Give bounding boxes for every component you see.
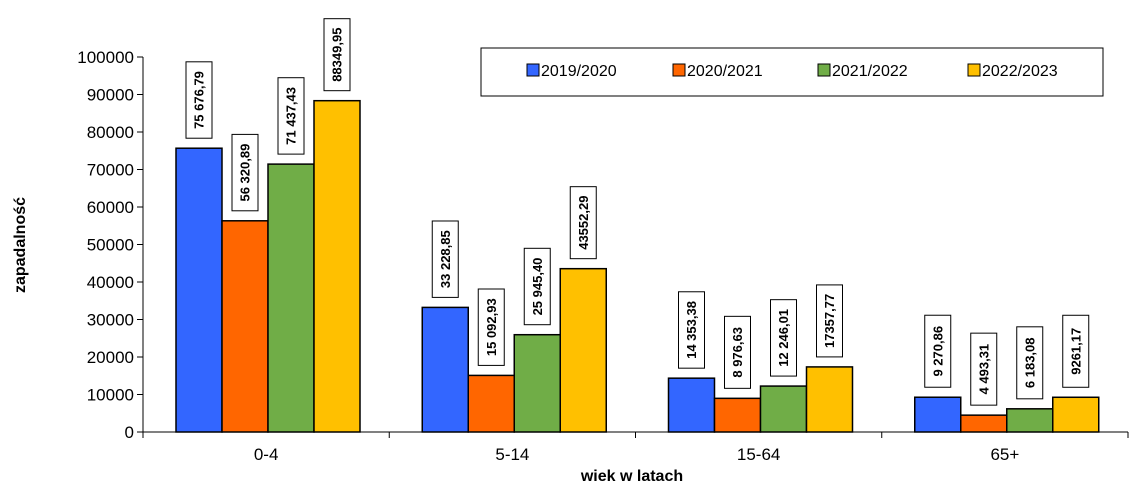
data-label: 9 270,86 [930,326,945,377]
data-label: 12 246,01 [776,309,791,367]
y-tick-label: 0 [125,423,134,442]
data-label: 8 976,63 [730,327,745,378]
legend-swatch [817,63,831,77]
data-label-box [924,314,952,388]
data-label-box [231,133,259,212]
legend-label: 2019/2020 [541,63,617,80]
x-tick-label: 5-14 [495,445,529,464]
data-label-box [523,247,551,326]
bars [175,99,1100,433]
legend-box [480,47,1104,97]
x-tick-label: 15-64 [737,445,780,464]
data-label: 88349,95 [330,28,345,82]
data-label-box [323,18,351,92]
data-label-box [724,315,751,389]
bar [513,333,561,433]
y-axis: 0 10000 20000 30000 40000 50000 60000 70000 8000… [77,48,144,442]
bar [914,396,962,433]
data-label-box [816,284,843,358]
data-label-box [185,61,213,139]
bar [960,414,1008,433]
y-axis-title: zapadalność [12,197,29,293]
data-label-box [431,220,459,298]
y-tick-label: 70000 [87,161,134,180]
legend-label: 2021/2022 [832,63,908,80]
x-tick-label: 0-4 [254,445,279,464]
legend-label: 2020/2021 [687,63,763,80]
data-labels: 75 676,79 56 320,89 71 437,43 88349,95 33 22… [185,18,1090,406]
data-label: 25 945,40 [530,258,545,316]
bar [559,267,607,433]
data-label-box [770,299,797,377]
x-tick-label: 65+ [990,445,1019,464]
y-tick-label: 30000 [87,311,134,330]
x-axis: 0-4 5-14 15-64 65+ [142,431,1129,464]
data-label: 56 320,89 [238,144,253,202]
data-label: 33 228,85 [438,230,453,288]
data-label-box [1016,326,1044,400]
data-label: 43552,29 [576,196,591,250]
y-tick-label: 50000 [87,236,134,255]
data-label: 17357,77 [822,294,837,348]
y-tick-label: 10000 [87,386,134,405]
x-axis-title: wiek w latach [580,468,683,485]
y-tick-label: 100000 [77,48,134,67]
data-label: 14 353,38 [684,301,699,359]
bar [421,306,469,433]
y-tick-label: 20000 [87,348,134,367]
y-tick-label: 90000 [87,86,134,105]
y-tick-label: 80000 [87,123,134,142]
bar [1006,408,1054,433]
data-label: 71 437,43 [284,87,299,145]
data-label-box [970,332,998,406]
data-label: 75 676,79 [192,71,207,129]
bar [175,147,223,433]
data-label: 4 493,31 [976,344,991,395]
data-label: 15 092,93 [484,298,499,356]
data-label-box [277,77,305,155]
data-label-box [569,186,597,260]
bar [713,397,762,433]
bar [267,163,315,433]
legend-swatch [526,63,540,77]
bar [805,366,854,433]
legend: 2019/2020 2020/2021 2021/2022 2022/2023 [480,47,1104,97]
data-label: 6 183,08 [1022,338,1037,389]
data-label: 9261,17 [1068,328,1083,375]
data-label-box [477,288,505,366]
bar [221,220,269,433]
legend-swatch [967,63,981,77]
legend-label: 2022/2023 [982,63,1058,80]
bar [667,377,716,433]
data-label-box [678,291,705,369]
bar [467,374,515,433]
legend-swatch [672,63,686,77]
bar [313,99,361,433]
bar [1052,396,1100,433]
y-tick-label: 40000 [87,273,134,292]
y-tick-label: 60000 [87,198,134,217]
data-label-box [1062,314,1090,388]
bar [759,385,808,433]
